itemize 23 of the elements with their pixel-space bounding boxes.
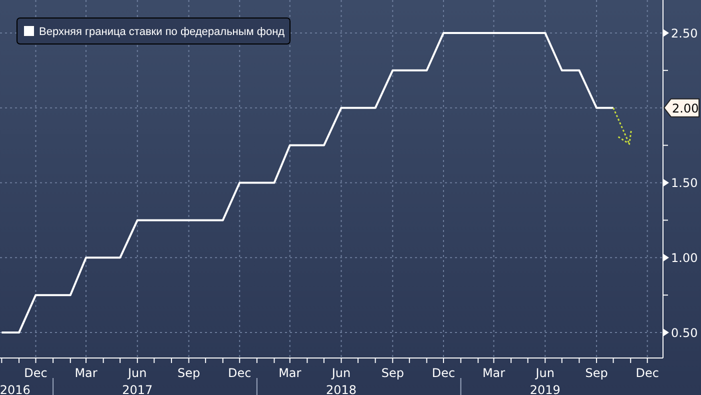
x-tick-label: Dec: [228, 366, 252, 380]
x-tick-label: Dec: [432, 366, 456, 380]
legend-label: Верхняя граница ставки по федеральным фонд: [39, 26, 286, 38]
x-tick-label: Mar: [482, 366, 506, 380]
x2-tick-label: 2018: [326, 383, 357, 395]
y-tick-label: 1.00: [671, 251, 698, 266]
x-tick-label: Dec: [24, 366, 48, 380]
x-tick-label: Jun: [330, 366, 351, 380]
x-tick-label: Dec: [636, 366, 659, 380]
y-tick-label: 2.00: [672, 101, 699, 116]
x2-tick-label: 2017: [122, 383, 153, 395]
x2-tick-label: 2019: [530, 383, 560, 395]
y-tick-label: 2.50: [671, 26, 698, 40]
x-tick-label: Sep: [585, 366, 608, 380]
x-tick-label: Jun: [534, 366, 555, 380]
x-tick-label: Sep: [177, 366, 200, 380]
x-tick-label: Sep: [381, 366, 404, 380]
x-tick-label: Mar: [278, 366, 302, 380]
y-tick-label: 1.50: [671, 176, 698, 190]
y-tick-label: 0.50: [671, 326, 698, 340]
x-tick-label: Jun: [127, 366, 147, 380]
x-tick-label: Mar: [74, 366, 98, 380]
x2-tick-label: 2016: [0, 383, 30, 395]
